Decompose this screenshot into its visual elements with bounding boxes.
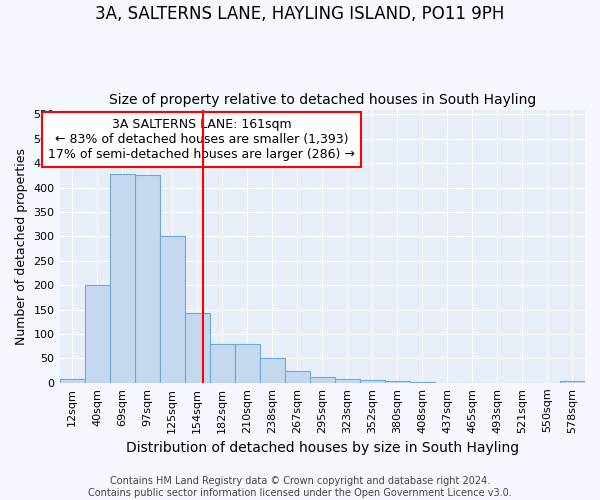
- X-axis label: Distribution of detached houses by size in South Hayling: Distribution of detached houses by size …: [126, 441, 519, 455]
- Bar: [285, 370, 310, 383]
- Bar: [335, 379, 360, 383]
- Y-axis label: Number of detached properties: Number of detached properties: [15, 148, 28, 344]
- Bar: [59, 379, 85, 383]
- Bar: [235, 344, 260, 383]
- Bar: [385, 382, 410, 383]
- Bar: [310, 377, 335, 383]
- Text: 3A SALTERNS LANE: 161sqm
← 83% of detached houses are smaller (1,393)
17% of sem: 3A SALTERNS LANE: 161sqm ← 83% of detach…: [48, 118, 355, 161]
- Bar: [560, 382, 585, 383]
- Text: 3A, SALTERNS LANE, HAYLING ISLAND, PO11 9PH: 3A, SALTERNS LANE, HAYLING ISLAND, PO11 …: [95, 5, 505, 23]
- Text: Contains HM Land Registry data © Crown copyright and database right 2024.
Contai: Contains HM Land Registry data © Crown c…: [88, 476, 512, 498]
- Bar: [185, 313, 209, 383]
- Bar: [410, 382, 435, 383]
- Bar: [160, 236, 185, 383]
- Bar: [209, 344, 235, 383]
- Title: Size of property relative to detached houses in South Hayling: Size of property relative to detached ho…: [109, 93, 536, 107]
- Bar: [110, 174, 134, 383]
- Bar: [85, 285, 110, 383]
- Bar: [260, 358, 285, 383]
- Bar: [134, 176, 160, 383]
- Bar: [360, 380, 385, 383]
